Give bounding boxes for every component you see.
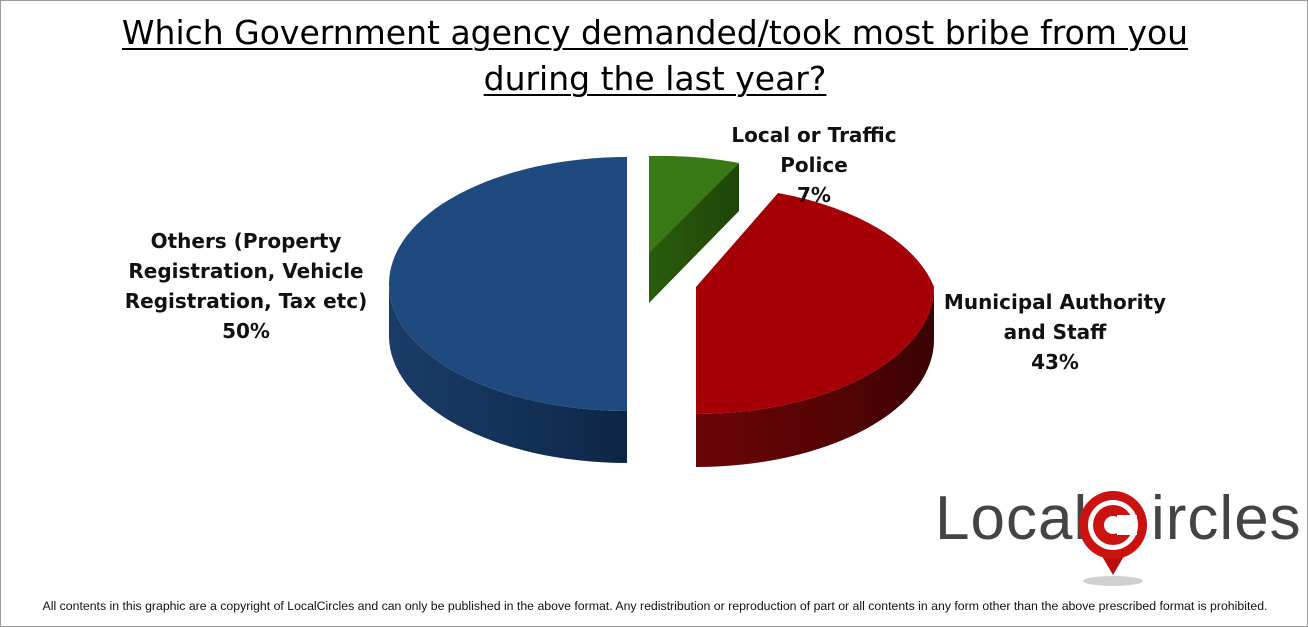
- label-municipal-authority: Municipal Authority and Staff 43%: [941, 287, 1169, 377]
- copyright-footer: All contents in this graphic are a copyr…: [42, 599, 1268, 613]
- label-others-line2: Registration, Vehicle: [128, 259, 364, 283]
- label-traffic-police-name: Local or Traffic Police: [731, 123, 897, 177]
- chart-title-line-2: during the last year?: [483, 59, 827, 98]
- label-municipal-authority-value: 43%: [1031, 350, 1079, 374]
- label-others-line1: Others (Property: [150, 229, 342, 253]
- label-municipal-authority-line1: Municipal Authority: [943, 290, 1167, 314]
- logo-text-ircles: ircles: [1151, 484, 1302, 553]
- label-others-value: 50%: [222, 319, 270, 343]
- pie-slice-others: [389, 157, 627, 463]
- pie-slice-traffic-police: [649, 155, 739, 303]
- label-traffic-police-value: 7%: [797, 183, 831, 207]
- pie-slice-municipal-authority: [696, 193, 935, 468]
- label-traffic-police: Local or Traffic Police 7%: [699, 120, 929, 210]
- label-others-line3: Registration, Tax etc): [124, 289, 368, 313]
- logo-c-pin-icon: [1079, 491, 1147, 586]
- localcircles-logo: Local ircles: [931, 479, 1307, 589]
- label-others: Others (Property Registration, Vehicle R…: [121, 226, 371, 346]
- logo-text-local: Local: [935, 484, 1089, 553]
- chart-title-line-1: Which Government agency demanded/took mo…: [121, 13, 1189, 52]
- label-municipal-authority-line2: and Staff: [1003, 320, 1107, 344]
